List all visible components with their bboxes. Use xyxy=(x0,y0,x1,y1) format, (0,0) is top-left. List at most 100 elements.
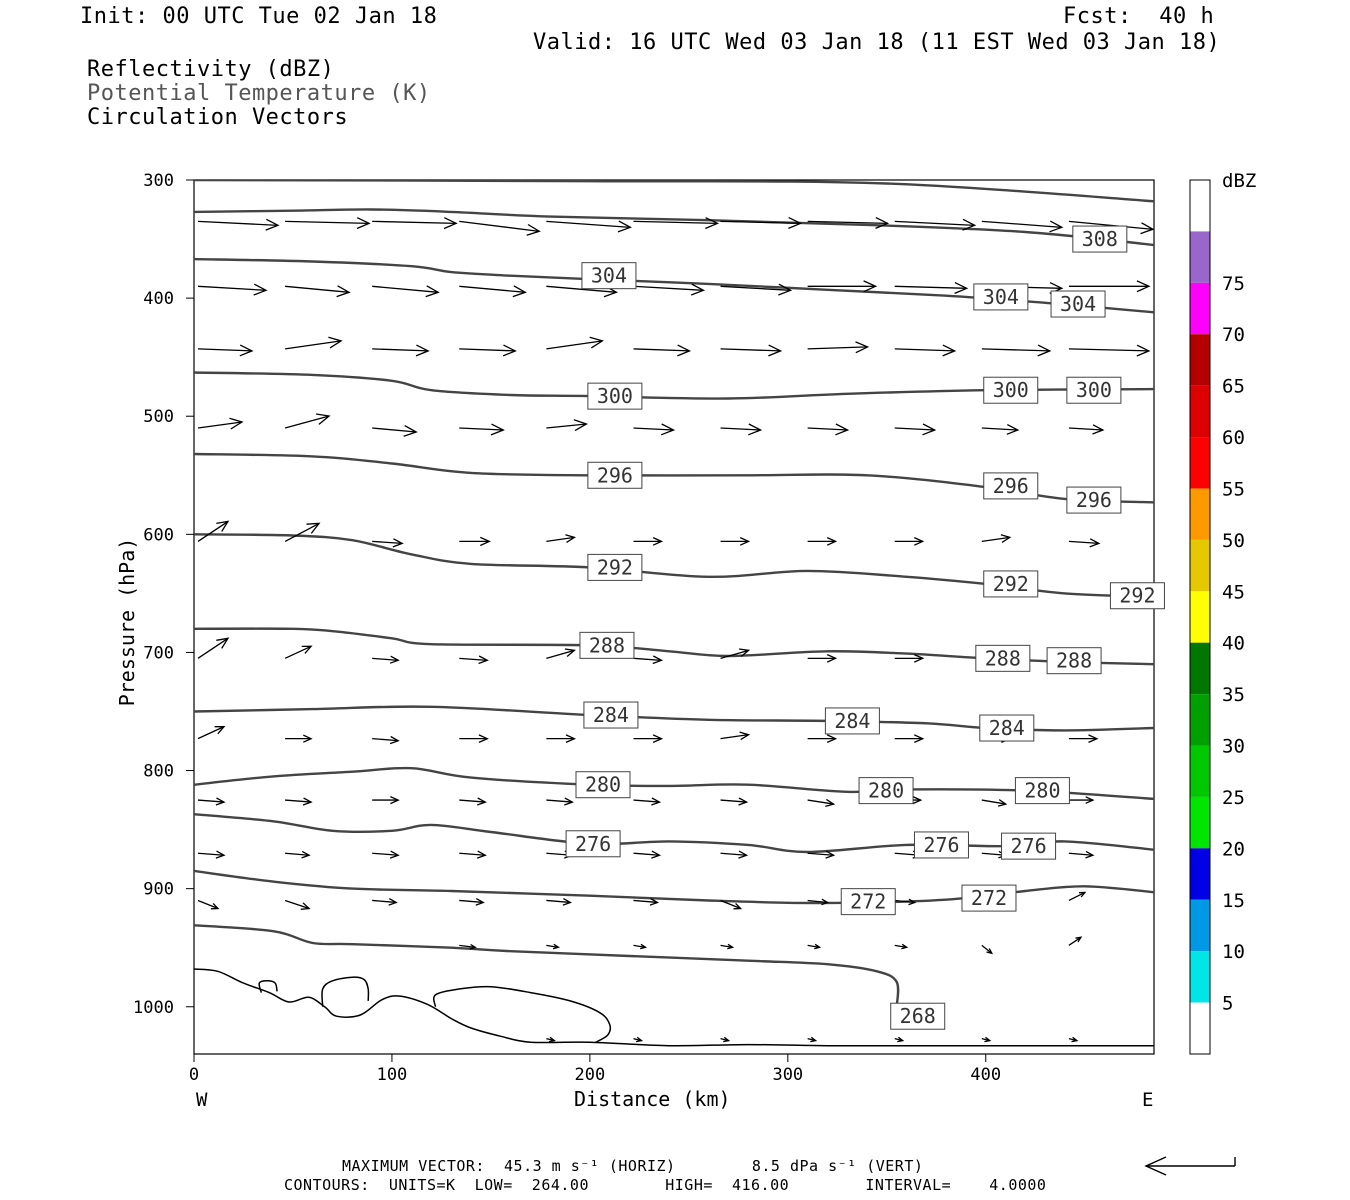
isentrope-label-box xyxy=(979,714,1035,742)
circulation-vector xyxy=(197,344,254,357)
isentrope-label-text: 300 xyxy=(993,378,1029,402)
isentrope-label-box xyxy=(1001,832,1057,860)
circulation-vector xyxy=(1068,538,1101,548)
isentrope-label-text: 268 xyxy=(900,1004,936,1028)
isentrope-label-box xyxy=(581,262,637,290)
vector-shaft xyxy=(197,348,253,352)
colorbar-segment xyxy=(1190,385,1210,438)
isentrope-label-box xyxy=(824,707,880,735)
x-tick-label: 400 xyxy=(970,1065,1001,1085)
colorbar-segment xyxy=(1190,796,1210,849)
vector-head xyxy=(478,655,489,665)
circulation-vector xyxy=(372,425,418,437)
circulation-vector xyxy=(633,734,664,743)
circulation-vector xyxy=(633,344,692,357)
vector-head xyxy=(389,850,400,859)
circulation-vector xyxy=(633,898,660,906)
vector-head xyxy=(912,796,923,805)
vector-shaft xyxy=(981,536,1010,543)
isentrope-label-box xyxy=(983,472,1039,500)
vector-shaft xyxy=(1068,427,1103,431)
vector-shaft xyxy=(720,649,749,659)
circulation-vector xyxy=(197,520,230,542)
vector-shaft xyxy=(197,421,243,429)
isentrope-label-296: 296 xyxy=(1066,486,1122,514)
vector-head xyxy=(738,797,749,806)
vector-head xyxy=(997,799,1008,807)
circulation-vector xyxy=(546,898,572,906)
vector-head xyxy=(389,735,400,745)
vector-head xyxy=(552,943,560,950)
colorbar-segment xyxy=(1190,539,1210,592)
vector-shaft xyxy=(981,427,1018,431)
isentrope-label-284: 284 xyxy=(583,701,639,729)
circulation-vector xyxy=(633,655,664,665)
vector-shaft xyxy=(981,799,1006,805)
isentrope-label-text: 296 xyxy=(993,474,1029,498)
circulation-vector xyxy=(285,734,313,743)
circulation-vector xyxy=(197,850,226,859)
vector-shaft xyxy=(284,645,312,659)
isentrope-label-box xyxy=(575,771,631,799)
colorbar-tick-label: 50 xyxy=(1222,530,1245,552)
circulation-vector xyxy=(459,898,485,906)
circulation-vector xyxy=(372,217,458,230)
vector-shaft xyxy=(197,799,225,803)
vector-head xyxy=(415,344,430,357)
isentrope-label-296: 296 xyxy=(587,461,643,489)
vector-head xyxy=(476,797,487,806)
vector-shaft xyxy=(546,423,587,429)
circulation-vector xyxy=(546,1036,556,1043)
vector-shaft xyxy=(459,799,486,803)
colorbar-segment xyxy=(1190,591,1210,643)
vector-head xyxy=(253,283,268,296)
vector-head xyxy=(1006,424,1020,435)
isentrope-label-box xyxy=(1072,225,1128,253)
isentrope-label-box xyxy=(587,553,643,581)
y-tick-label: 800 xyxy=(143,762,174,782)
vector-head xyxy=(748,423,763,436)
circulation-vector xyxy=(633,423,676,436)
colorbar-tick-label: 15 xyxy=(1222,890,1245,912)
isentrope-label-box xyxy=(565,830,621,858)
vector-head xyxy=(215,850,226,859)
isentrope-label-text: 304 xyxy=(1060,292,1096,316)
x-end-label-west: W xyxy=(196,1089,208,1111)
circulation-vector xyxy=(720,648,751,659)
isentrope-label-280: 280 xyxy=(575,771,631,799)
vector-head xyxy=(300,902,311,910)
vector-shaft xyxy=(546,285,617,293)
vector-shaft xyxy=(372,540,403,545)
circulation-vector xyxy=(284,413,331,429)
vector-shaft xyxy=(981,348,1050,352)
init-time: Init: 00 UTC Tue 02 Jan 18 xyxy=(80,4,438,29)
circulation-vector xyxy=(720,1036,731,1043)
isentrope-label-text: 304 xyxy=(983,285,1019,309)
vector-shaft xyxy=(546,340,603,350)
colorbar-frame xyxy=(1189,179,1211,1055)
vector-head xyxy=(328,336,343,349)
vector-head xyxy=(475,898,485,906)
circulation-vector xyxy=(894,1036,905,1043)
reflectivity-contours xyxy=(194,968,1154,1047)
vector-head xyxy=(1136,280,1151,293)
vector-head xyxy=(738,850,749,859)
x-tick-label: 300 xyxy=(772,1065,803,1085)
y-tick-label: 300 xyxy=(143,171,174,191)
circulation-vector xyxy=(720,731,751,741)
colorbar-tick-label: 10 xyxy=(1222,941,1245,963)
isentrope-label-text: 296 xyxy=(597,463,633,487)
isentrope-label-text: 284 xyxy=(989,716,1025,740)
isentrope-label-text: 288 xyxy=(985,646,1021,670)
vector-shaft xyxy=(546,944,559,948)
field-label-theta: Potential Temperature (K) xyxy=(87,81,431,106)
circulation-vector xyxy=(981,220,1064,233)
circulation-vector xyxy=(1068,1036,1079,1043)
vector-shaft xyxy=(459,220,540,232)
circulation-vector xyxy=(1068,891,1087,902)
isentrope-label-box xyxy=(1066,486,1122,514)
circulation-vector xyxy=(546,336,604,350)
vector-head xyxy=(573,419,588,432)
colorbar-tick-label: 45 xyxy=(1222,581,1245,603)
isentrope-label-box xyxy=(583,701,639,729)
